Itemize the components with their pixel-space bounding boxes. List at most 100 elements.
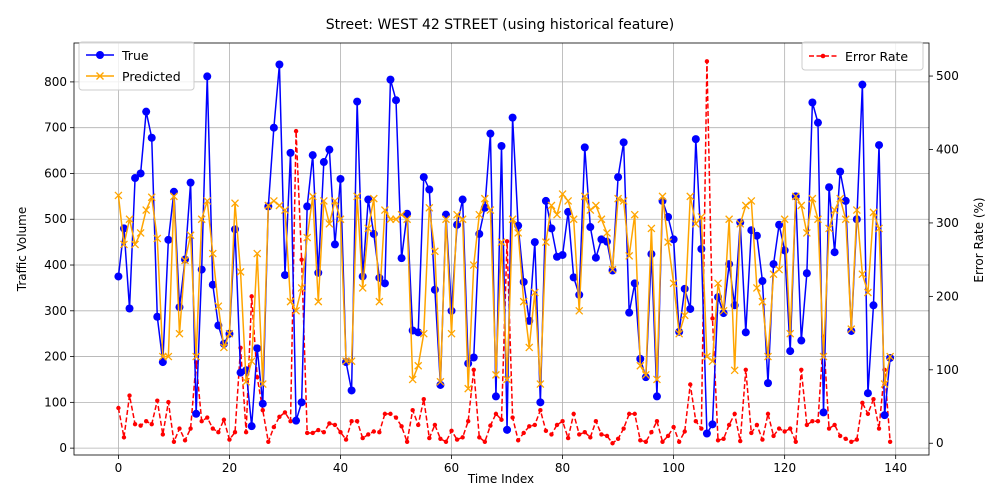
point-predicted [625, 251, 634, 260]
point-error-rate [638, 438, 643, 443]
point-error-rate [504, 239, 510, 244]
y-tick-label-right: 100 [936, 363, 959, 377]
point-predicted [808, 194, 817, 203]
point-error-rate [216, 430, 221, 435]
point-error-rate [438, 436, 443, 442]
point-error-rate [227, 437, 232, 442]
point-true [275, 60, 284, 69]
point-true [147, 133, 156, 142]
point-predicted [186, 231, 195, 240]
point-true [547, 224, 556, 233]
point-true [519, 277, 528, 286]
point-predicted [647, 224, 656, 233]
point-error-rate [849, 439, 854, 444]
point-error-rate [393, 415, 399, 420]
point-true [425, 185, 434, 194]
point-predicted [475, 210, 484, 219]
point-predicted [514, 229, 523, 237]
point-error-rate [477, 435, 482, 440]
point-error-rate [843, 436, 848, 442]
point-error-rate [815, 419, 821, 424]
point-true [536, 398, 545, 407]
point-true [641, 373, 650, 382]
point-predicted [841, 215, 850, 224]
point-error-rate [799, 367, 804, 373]
point-error-rate [621, 426, 626, 431]
point-predicted [863, 288, 872, 297]
point-predicted [714, 279, 722, 288]
point-error-rate [610, 441, 615, 446]
point-predicted [397, 210, 406, 219]
legend-left-box [78, 41, 195, 91]
point-error-rate [266, 439, 271, 444]
point-error-rate [399, 424, 404, 429]
point-error-rate [760, 437, 765, 442]
plot-frame [73, 42, 930, 456]
point-true [802, 269, 811, 278]
point-true [469, 353, 478, 362]
point-true [114, 272, 123, 281]
legend-entry-error-rate: Error Rate [809, 49, 908, 64]
point-error-rate [149, 421, 154, 427]
point-error-rate [321, 430, 327, 435]
point-error-rate [732, 411, 737, 417]
point-true [397, 254, 406, 263]
point-error-rate [366, 432, 371, 437]
point-error-rate [416, 422, 421, 428]
series-line-true [117, 63, 891, 435]
point-true [575, 290, 584, 299]
point-true [591, 253, 600, 262]
point-predicted [425, 203, 434, 212]
point-true [813, 118, 822, 127]
point-predicted [125, 215, 134, 224]
point-predicted [603, 229, 611, 237]
point-predicted [408, 375, 417, 384]
point-true [297, 398, 306, 407]
point-error-rate [382, 411, 388, 417]
point-true [203, 72, 212, 81]
point-true [441, 210, 450, 219]
point-predicted [608, 265, 617, 274]
point-predicted [752, 283, 761, 292]
point-true [680, 284, 689, 293]
point-predicted [319, 196, 328, 205]
point-true [380, 279, 389, 288]
point-error-rate [743, 367, 748, 373]
point-predicted [436, 377, 445, 386]
point-predicted [364, 224, 373, 233]
point-error-rate [643, 439, 649, 444]
point-predicted [680, 311, 689, 320]
point-true [319, 158, 328, 167]
point-error-rate [177, 426, 182, 431]
point-error-rate [699, 426, 704, 431]
point-predicted [486, 206, 495, 215]
point-error-rate [549, 432, 554, 437]
point-true [186, 178, 195, 187]
point-predicted [830, 206, 839, 215]
point-error-rate [588, 435, 593, 440]
point-error-rate [421, 396, 426, 402]
point-error-rate [260, 408, 265, 413]
y-tick-label-left: 400 [44, 258, 67, 272]
point-true [164, 235, 173, 244]
legend-left: True Predicted [78, 41, 195, 91]
point-predicted [619, 196, 628, 205]
point-predicted [480, 194, 489, 203]
point-error-rate [299, 257, 304, 262]
y-tick-label-left: 500 [44, 212, 67, 226]
point-predicted [181, 256, 189, 265]
point-error-rate [876, 426, 882, 431]
point-predicted [269, 196, 278, 205]
point-error-rate [221, 417, 227, 422]
point-error-rate [577, 432, 582, 437]
point-true [558, 250, 567, 259]
point-error-rate [277, 414, 282, 420]
legend-marker-error-rate [820, 53, 826, 59]
point-predicted [697, 212, 706, 221]
point-predicted [142, 206, 151, 215]
point-true [652, 392, 661, 401]
point-true [125, 304, 134, 313]
point-true [719, 309, 728, 318]
point-error-rate [293, 128, 299, 134]
